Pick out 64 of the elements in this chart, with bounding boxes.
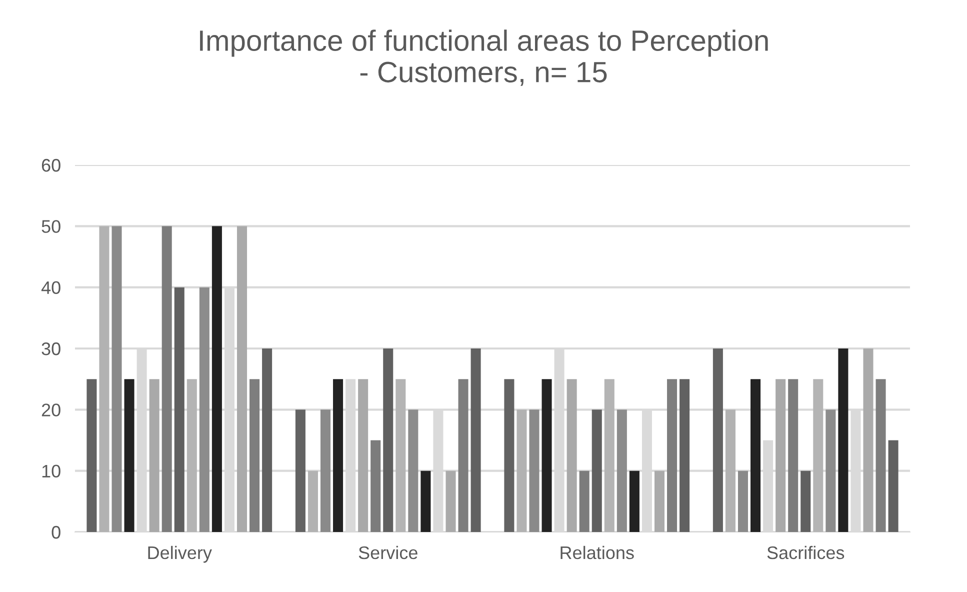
bar	[112, 226, 122, 532]
y-tick-label: 10	[42, 464, 60, 478]
y-tick-label: 40	[41, 281, 60, 294]
bar	[712, 348, 723, 532]
bar	[888, 440, 898, 532]
bar	[308, 470, 318, 532]
bar	[162, 226, 172, 532]
bar	[86, 379, 97, 532]
bar	[420, 470, 431, 532]
bar	[826, 410, 836, 532]
bar	[529, 410, 540, 532]
x-tick-label: Sacrifices	[767, 546, 844, 560]
bar	[604, 379, 614, 532]
bar	[876, 379, 886, 532]
bar	[813, 379, 824, 532]
bar	[470, 348, 481, 532]
bar	[295, 410, 306, 532]
y-tick-label: 60	[42, 158, 60, 172]
y-tick-label: 20	[42, 404, 60, 416]
bar	[262, 348, 272, 532]
bar	[776, 379, 786, 532]
bar	[629, 470, 640, 532]
bar	[250, 379, 260, 532]
x-tick-label: Service	[358, 546, 418, 560]
bar	[788, 379, 798, 532]
bar	[212, 226, 222, 532]
bar	[579, 470, 590, 532]
bar	[838, 348, 848, 532]
bar	[408, 410, 418, 532]
bar	[174, 287, 184, 532]
bar	[725, 410, 736, 532]
bar	[516, 410, 527, 532]
bar	[542, 379, 552, 532]
bar	[863, 348, 874, 532]
bar	[383, 348, 394, 532]
y-tick-label: 0	[52, 526, 60, 539]
bar	[750, 379, 761, 532]
x-tick-label: Delivery	[148, 546, 212, 563]
bar	[566, 379, 577, 532]
y-tick-label: 50	[42, 220, 60, 233]
bar	[446, 470, 456, 532]
bar	[592, 410, 602, 532]
bar	[358, 379, 368, 532]
bar	[654, 470, 665, 532]
bar	[149, 379, 160, 532]
chart-title: Importance of functional areas to Perception - Customers, n= 15	[200, 30, 768, 86]
bar	[333, 379, 344, 532]
bar	[667, 379, 678, 532]
x-tick-label: Relations	[560, 546, 634, 560]
bar	[236, 226, 248, 532]
bar	[738, 470, 748, 532]
bar	[504, 379, 514, 532]
bar	[800, 470, 811, 532]
bar	[458, 379, 468, 532]
y-tick-label: 30	[42, 342, 60, 356]
bar	[370, 440, 381, 532]
bar	[396, 379, 406, 532]
bar	[680, 379, 690, 532]
bar	[124, 379, 134, 532]
bar	[199, 287, 210, 532]
bar	[99, 226, 110, 532]
bar	[616, 410, 627, 532]
bar	[186, 379, 197, 532]
bar	[320, 410, 331, 532]
